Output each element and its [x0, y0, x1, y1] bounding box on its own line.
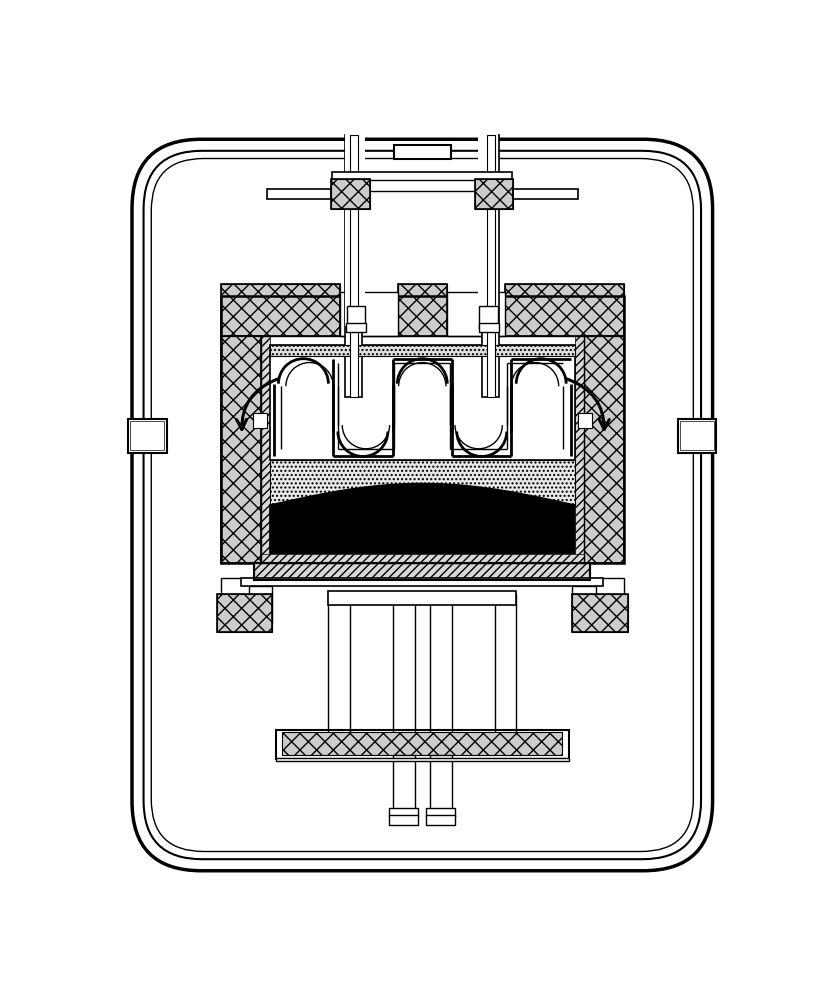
- Bar: [340, 292, 398, 336]
- Bar: [221, 284, 340, 336]
- FancyBboxPatch shape: [143, 151, 701, 859]
- FancyBboxPatch shape: [132, 139, 713, 871]
- Bar: [398, 284, 447, 336]
- Bar: [331, 179, 370, 209]
- Bar: [487, 135, 494, 397]
- Bar: [394, 145, 451, 158]
- Bar: [393, 594, 414, 736]
- Bar: [221, 336, 260, 563]
- Bar: [255, 563, 590, 580]
- Bar: [426, 808, 456, 817]
- Bar: [575, 336, 584, 563]
- Bar: [260, 336, 584, 563]
- Bar: [346, 323, 366, 332]
- Bar: [260, 554, 584, 563]
- Bar: [430, 755, 452, 813]
- Bar: [328, 591, 517, 605]
- Bar: [681, 421, 714, 450]
- FancyBboxPatch shape: [152, 158, 693, 852]
- Bar: [253, 413, 267, 428]
- Bar: [573, 594, 628, 632]
- Bar: [573, 586, 596, 624]
- Bar: [249, 586, 272, 624]
- Bar: [269, 345, 575, 356]
- Bar: [482, 135, 499, 397]
- Bar: [578, 413, 592, 428]
- Bar: [217, 594, 272, 632]
- Bar: [478, 65, 498, 326]
- Bar: [426, 815, 456, 825]
- Bar: [282, 732, 563, 755]
- Bar: [573, 594, 628, 632]
- Bar: [479, 323, 499, 332]
- Bar: [269, 345, 575, 460]
- Bar: [332, 180, 513, 191]
- Bar: [241, 578, 603, 586]
- Bar: [129, 419, 166, 453]
- Bar: [575, 578, 624, 605]
- Bar: [347, 306, 365, 329]
- Bar: [480, 306, 498, 329]
- Bar: [130, 421, 164, 450]
- Bar: [345, 135, 363, 397]
- Bar: [276, 758, 569, 761]
- Bar: [332, 172, 513, 182]
- Bar: [221, 284, 340, 336]
- Bar: [584, 336, 624, 563]
- Bar: [331, 179, 370, 209]
- Bar: [276, 730, 569, 759]
- Bar: [221, 296, 624, 563]
- Bar: [255, 563, 590, 580]
- Bar: [504, 284, 624, 336]
- Bar: [513, 189, 578, 199]
- Polygon shape: [269, 483, 575, 554]
- Bar: [260, 336, 269, 563]
- Bar: [267, 189, 331, 199]
- Bar: [398, 284, 447, 336]
- Bar: [328, 594, 350, 736]
- Bar: [221, 296, 624, 563]
- Bar: [389, 815, 419, 825]
- Bar: [494, 594, 517, 736]
- Bar: [447, 292, 504, 336]
- Bar: [430, 594, 452, 736]
- Bar: [221, 336, 260, 563]
- Bar: [217, 594, 272, 632]
- Bar: [350, 135, 358, 397]
- Bar: [389, 808, 419, 817]
- Bar: [393, 755, 414, 813]
- Bar: [504, 284, 624, 336]
- Bar: [345, 65, 365, 326]
- Bar: [221, 578, 269, 605]
- Bar: [475, 179, 513, 209]
- Bar: [584, 336, 624, 563]
- Bar: [475, 179, 513, 209]
- Bar: [260, 336, 584, 563]
- Bar: [269, 460, 575, 505]
- Bar: [678, 419, 716, 453]
